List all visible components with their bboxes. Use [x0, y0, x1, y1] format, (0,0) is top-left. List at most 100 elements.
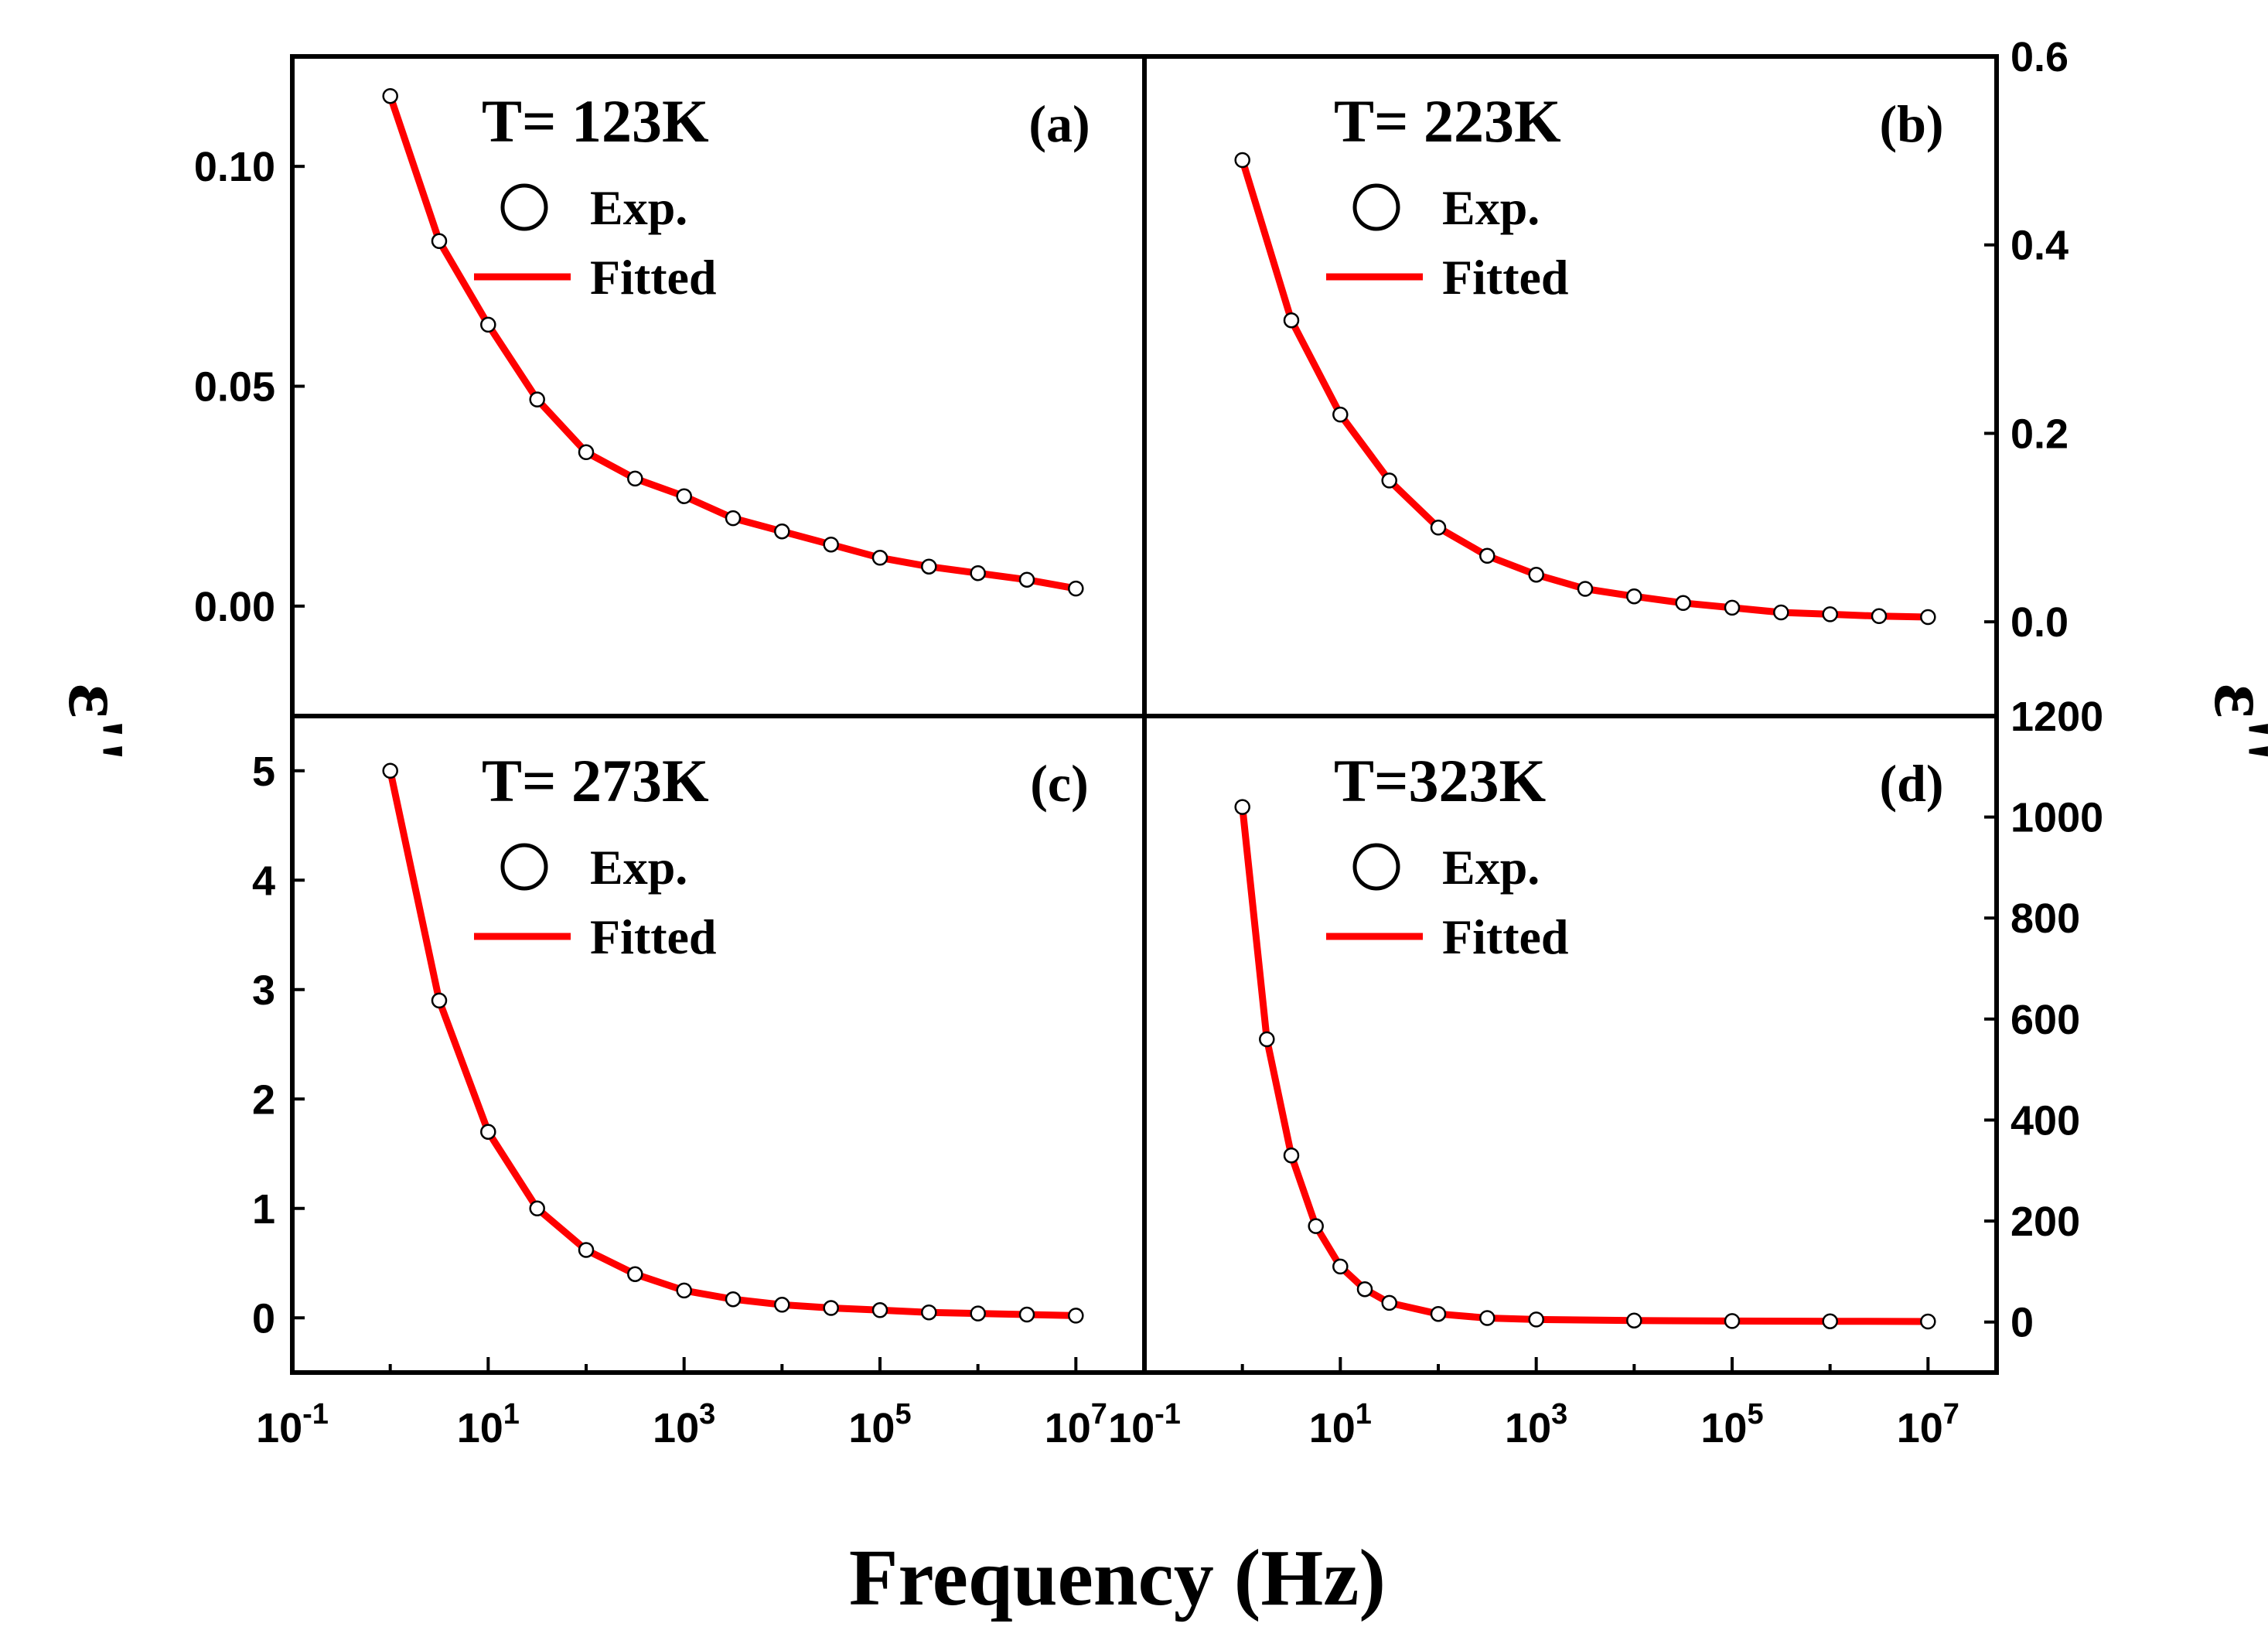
- panel-a: 0.00 0.05 0.10 T= 123K (a) Exp. Fitted: [194, 87, 1090, 630]
- exp-point: [1332, 1258, 1349, 1275]
- y-tick-label: 4: [252, 858, 275, 904]
- exp-point: [1283, 312, 1300, 329]
- exp-point: [921, 1304, 937, 1321]
- exp-point: [480, 316, 496, 333]
- panel-label: (a): [1028, 94, 1090, 153]
- x-tick-label: 107: [1045, 1398, 1107, 1451]
- exp-point: [382, 87, 398, 104]
- x-tick-label: 101: [1309, 1398, 1372, 1451]
- exp-point: [529, 391, 545, 408]
- temperature-label: T= 123K: [482, 87, 709, 155]
- exp-point: [1871, 608, 1888, 625]
- exp-point: [871, 1302, 888, 1318]
- legend-exp-label: Exp.: [590, 840, 687, 895]
- exp-point: [431, 992, 448, 1009]
- y-tick-label: 600: [2011, 997, 2080, 1043]
- exp-point: [1773, 604, 1789, 621]
- exp-point: [1430, 520, 1447, 536]
- exp-point: [970, 1305, 986, 1322]
- y-axis-title-left: ε'': [52, 684, 141, 762]
- exp-point: [676, 488, 692, 504]
- x-tick-label: 101: [457, 1398, 520, 1451]
- exp-point: [431, 233, 448, 250]
- exp-point: [1234, 152, 1250, 169]
- panels-layer: 0.000.050.10T= 123K (a)Exp.Fitted0.00.20.…: [194, 34, 2103, 1451]
- exp-point: [1018, 571, 1035, 588]
- exp-point: [823, 536, 839, 553]
- temperature-label: T= 273K: [482, 747, 709, 814]
- exp-point: [1822, 1313, 1838, 1329]
- exp-point: [1308, 1218, 1324, 1234]
- panel-label: (d): [1879, 754, 1943, 813]
- panel-d: 0 200 400 600 800 1000 1200 T=323K (d) Exp. Fitted: [1234, 694, 2103, 1346]
- exp-point: [1626, 588, 1642, 605]
- y-tick-label: 0.10: [194, 144, 275, 190]
- exp-point: [1675, 595, 1691, 612]
- exp-point: [676, 1282, 692, 1299]
- exp-point: [1381, 472, 1397, 489]
- exp-point: [1356, 1281, 1373, 1298]
- x-tick-label: 105: [848, 1398, 911, 1451]
- exp-point: [1822, 606, 1838, 622]
- exp-point: [1724, 1313, 1741, 1329]
- exp-point: [1920, 609, 1936, 626]
- temperature-label: T= 223K: [1334, 87, 1561, 155]
- legend-exp-marker: [1352, 183, 1400, 231]
- exp-point: [627, 470, 643, 487]
- legend-exp-marker: [500, 843, 548, 891]
- y-tick-label: 0: [2011, 1300, 2034, 1346]
- exp-point: [823, 1300, 839, 1316]
- x-tick-label: 103: [1505, 1398, 1567, 1451]
- legend-exp-label: Exp.: [1442, 840, 1540, 895]
- legend-fit-label: Fitted: [590, 250, 717, 305]
- exp-point: [1528, 566, 1544, 583]
- legend-fit-label: Fitted: [590, 909, 717, 964]
- y-tick-label: 0: [252, 1295, 275, 1342]
- legend-fit-label: Fitted: [1442, 250, 1569, 305]
- exp-point: [1479, 547, 1496, 564]
- exp-point: [1479, 1310, 1496, 1326]
- y-tick-label: 0.4: [2011, 223, 2068, 269]
- y-tick-label: 3: [252, 967, 275, 1014]
- exp-point: [1234, 799, 1250, 815]
- legend-exp-marker: [1352, 843, 1400, 891]
- y-tick-label: 0.2: [2011, 411, 2068, 457]
- y-tick-label: 0.00: [194, 584, 275, 630]
- y-tick-label: 0.6: [2011, 34, 2068, 80]
- y-tick-label: 800: [2011, 895, 2080, 942]
- y-tick-label: 200: [2011, 1199, 2080, 1245]
- temperature-label: T=323K: [1334, 747, 1546, 814]
- exp-point: [1068, 1308, 1084, 1324]
- exp-point: [480, 1124, 496, 1140]
- panel-b: 0.0 0.2 0.4 0.6 T= 223K (b) Exp. Fitted: [1234, 34, 2068, 646]
- panel-label: (b): [1879, 94, 1943, 153]
- y-tick-label: 1000: [2011, 795, 2103, 841]
- exp-point: [1018, 1306, 1035, 1323]
- y-tick-label: 0.05: [194, 364, 275, 411]
- exp-point: [1724, 599, 1741, 616]
- exp-point: [382, 762, 398, 779]
- legend-exp-marker: [500, 183, 548, 231]
- y-tick-label: 0.0: [2011, 599, 2068, 646]
- exp-point: [1528, 1311, 1544, 1328]
- legend-exp-label: Exp.: [590, 180, 687, 235]
- panel-label: (c): [1030, 754, 1088, 813]
- exp-point: [871, 550, 888, 566]
- exp-point: [774, 523, 790, 540]
- x-tick-label: 105: [1700, 1398, 1763, 1451]
- exp-point: [774, 1297, 790, 1313]
- exp-point: [1068, 580, 1084, 597]
- exp-point: [1920, 1313, 1936, 1330]
- fit-line-c: [387, 767, 1079, 1319]
- x-tick-label: 107: [1897, 1398, 1959, 1451]
- exp-point: [1626, 1312, 1642, 1328]
- legend-fit-label: Fitted: [1442, 909, 1569, 964]
- x-tick-label: 10-1: [1108, 1398, 1181, 1451]
- y-axis-title-right: ε'': [2198, 684, 2268, 762]
- exp-point: [1332, 406, 1349, 423]
- fit-line-d: [1239, 803, 1932, 1325]
- frame: [290, 54, 1999, 1375]
- legend-exp-label: Exp.: [1442, 180, 1540, 235]
- exp-point: [627, 1266, 643, 1282]
